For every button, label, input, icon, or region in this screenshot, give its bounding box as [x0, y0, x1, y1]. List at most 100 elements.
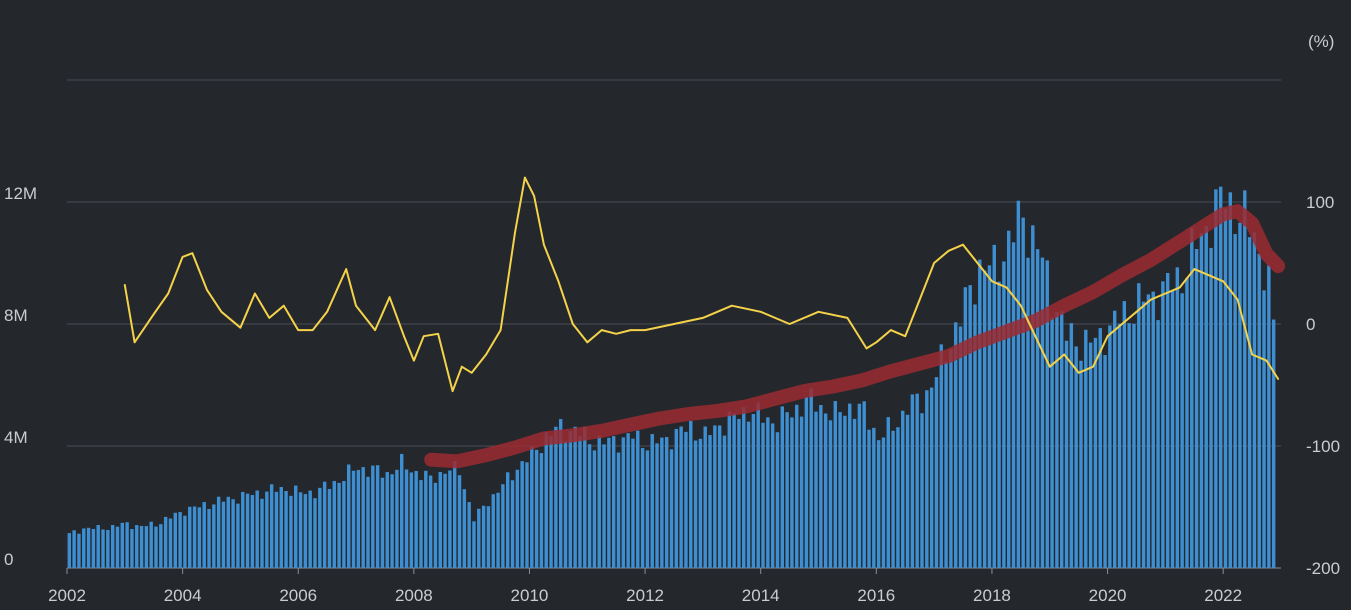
bar — [958, 326, 963, 568]
bar — [592, 450, 597, 568]
bar — [1233, 234, 1237, 568]
trend-point — [774, 397, 777, 400]
yoy-point — [167, 292, 169, 295]
bar — [901, 410, 905, 568]
trend-point — [803, 390, 806, 393]
bar — [1084, 329, 1088, 568]
yoy-point — [437, 332, 439, 335]
bar — [645, 450, 650, 568]
yoy-point — [644, 329, 646, 331]
bar — [1137, 283, 1141, 568]
bar — [1194, 249, 1199, 568]
bar — [799, 416, 804, 568]
bar — [106, 530, 110, 568]
bar — [790, 417, 794, 568]
bar — [520, 461, 524, 568]
bar — [597, 435, 601, 568]
yoy-point — [991, 280, 993, 283]
bar — [192, 506, 197, 568]
x-axis-tick-label: 2008 — [395, 586, 433, 605]
yoy-point — [865, 347, 868, 350]
bar — [761, 422, 765, 568]
x-axis-tick-label: 2014 — [742, 586, 780, 605]
yoy-point — [600, 329, 603, 331]
bar — [1190, 227, 1194, 568]
bar — [135, 525, 139, 568]
bar — [380, 477, 385, 568]
bar — [674, 428, 679, 568]
bar — [819, 405, 823, 568]
bar — [742, 407, 746, 568]
bar — [477, 508, 481, 568]
bar — [573, 426, 577, 568]
trend-series — [424, 204, 1286, 469]
yoy-point — [374, 329, 376, 331]
yoy-point — [1020, 304, 1022, 307]
x-axis-tick-label: 2006 — [279, 586, 317, 605]
bar — [770, 423, 775, 568]
yoy-point — [1092, 365, 1094, 368]
yoy-point — [254, 292, 256, 295]
bar — [241, 491, 245, 568]
bar — [91, 528, 96, 568]
bar — [1257, 253, 1261, 568]
bar — [775, 432, 780, 568]
bar — [939, 344, 943, 568]
bar — [1021, 217, 1025, 568]
bar — [636, 430, 640, 568]
yoy-point — [239, 326, 242, 329]
bar — [428, 475, 433, 568]
bar — [250, 495, 255, 568]
yoy-point — [388, 296, 391, 298]
yoy-point — [947, 250, 950, 252]
bar — [375, 465, 380, 568]
bar — [371, 465, 375, 568]
yoy-point — [220, 311, 223, 313]
bar — [1247, 237, 1252, 568]
bar — [1031, 225, 1035, 568]
yoy-point — [191, 252, 194, 255]
bar — [1098, 328, 1102, 568]
bar — [602, 444, 606, 568]
yoy-point — [586, 341, 589, 344]
bar — [679, 426, 683, 568]
bar — [766, 417, 770, 568]
bar — [1026, 257, 1030, 568]
yoy-point — [206, 289, 208, 291]
bar — [67, 533, 72, 568]
bar — [313, 498, 317, 568]
bar — [925, 390, 929, 568]
yoy-point — [499, 329, 502, 331]
x-axis-tick-label: 2012 — [626, 586, 664, 605]
bar — [1064, 340, 1069, 568]
bar — [982, 270, 987, 568]
yoy-point — [889, 329, 892, 331]
bar — [337, 482, 341, 568]
x-axis-tick-label: 2022 — [1204, 586, 1242, 605]
yoy-point — [413, 359, 415, 362]
bar — [1108, 325, 1112, 568]
yoy-point — [1034, 335, 1037, 338]
yoy-point — [904, 335, 907, 338]
bar — [1050, 317, 1054, 568]
trend-point — [745, 405, 748, 408]
x-axis-tick-label: 2020 — [1089, 586, 1127, 605]
bar — [963, 287, 968, 568]
trend-point — [716, 409, 719, 412]
bar — [163, 516, 168, 568]
trend-point — [542, 437, 545, 440]
yoy-point — [1005, 286, 1008, 289]
x-axis-tick-label: 2018 — [973, 586, 1011, 605]
bar — [862, 401, 866, 568]
bar — [260, 498, 264, 568]
bar — [149, 521, 153, 568]
trend-point — [485, 454, 488, 457]
yoy-point — [345, 268, 348, 270]
bar — [558, 419, 563, 568]
bar — [1165, 273, 1170, 568]
yoy-point — [403, 335, 405, 338]
yoy-point — [1207, 274, 1210, 277]
bar — [82, 528, 86, 568]
yoy-series — [123, 176, 1280, 393]
bar — [867, 429, 871, 568]
